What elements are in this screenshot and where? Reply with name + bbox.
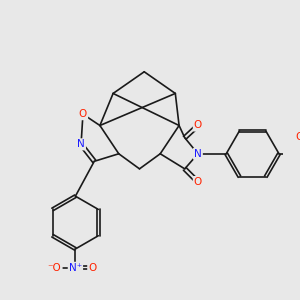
Text: O: O — [194, 177, 202, 187]
Text: O: O — [79, 109, 87, 119]
Text: O: O — [296, 132, 300, 142]
Text: O: O — [194, 121, 202, 130]
Text: N: N — [77, 139, 85, 149]
Text: O: O — [88, 263, 97, 273]
Text: N: N — [194, 149, 202, 159]
Text: N⁺: N⁺ — [69, 263, 82, 273]
Text: ⁻O: ⁻O — [48, 263, 62, 273]
